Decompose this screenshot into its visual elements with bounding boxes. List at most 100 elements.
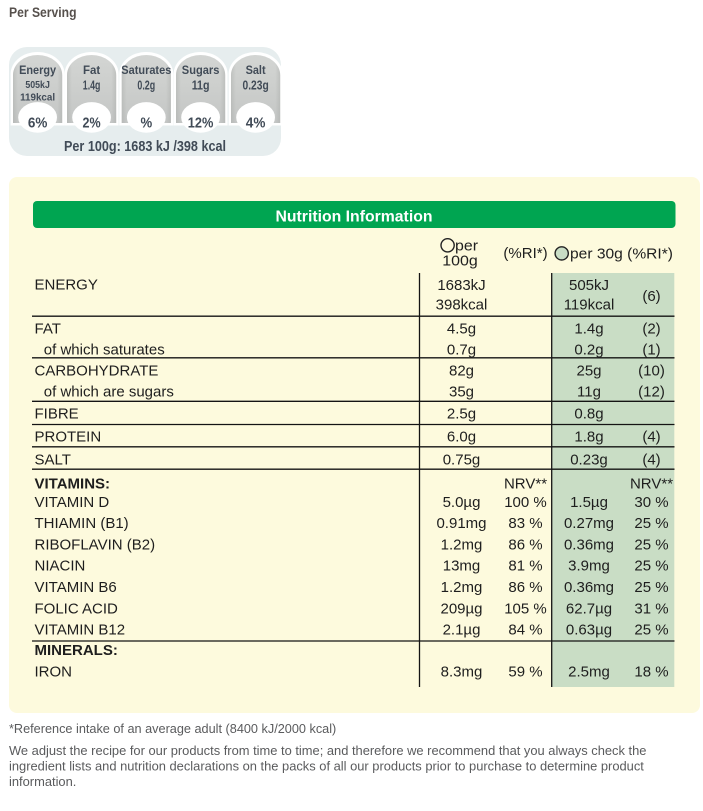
- svg-text:62.7µg: 62.7µg: [566, 600, 612, 617]
- svg-text:0.75g: 0.75g: [443, 452, 481, 469]
- svg-text:PROTEIN: PROTEIN: [35, 429, 102, 446]
- svg-text:0.23g: 0.23g: [570, 452, 608, 469]
- svg-text:86 %: 86 %: [508, 536, 542, 553]
- svg-text:1.4g: 1.4g: [574, 321, 603, 338]
- svg-text:information.: information.: [9, 774, 76, 789]
- svg-text:5.0µg: 5.0µg: [443, 494, 481, 511]
- svg-text:*Reference intake of an averag: *Reference intake of an average adult (8…: [9, 722, 336, 736]
- svg-text:(2): (2): [642, 321, 660, 338]
- svg-text:1683kJ: 1683kJ: [437, 277, 485, 294]
- svg-text:25 %: 25 %: [634, 558, 668, 575]
- svg-text:Energy: Energy: [19, 65, 57, 77]
- svg-text:%: %: [140, 115, 152, 132]
- svg-text:FOLIC ACID: FOLIC ACID: [35, 600, 119, 617]
- svg-text:81 %: 81 %: [508, 558, 542, 575]
- svg-text:FIBRE: FIBRE: [35, 406, 79, 423]
- svg-text:12%: 12%: [188, 115, 214, 132]
- svg-text:18 %: 18 %: [634, 664, 668, 681]
- svg-text:(%RI*): (%RI*): [503, 245, 547, 262]
- svg-text:NRV**: NRV**: [630, 475, 673, 492]
- svg-text:We adjust the recipe for our p: We adjust the recipe for our products fr…: [9, 743, 646, 758]
- svg-text:(4): (4): [642, 452, 660, 469]
- svg-text:(1): (1): [642, 341, 660, 358]
- svg-text:13mg: 13mg: [443, 558, 481, 575]
- svg-text:6%: 6%: [28, 115, 48, 132]
- svg-text:505kJ: 505kJ: [569, 277, 609, 294]
- svg-text:VITAMIN B6: VITAMIN B6: [35, 579, 117, 596]
- svg-text:2.5mg: 2.5mg: [568, 664, 610, 681]
- svg-text:398kcal: 398kcal: [436, 296, 488, 313]
- svg-text:of which are sugars: of which are sugars: [44, 383, 174, 400]
- svg-text:(4): (4): [642, 429, 660, 446]
- svg-text:NRV**: NRV**: [504, 475, 547, 492]
- svg-text:11g: 11g: [192, 79, 210, 93]
- svg-text:(6): (6): [642, 288, 660, 305]
- svg-text:0.23g: 0.23g: [243, 79, 269, 93]
- svg-text:119kcal: 119kcal: [20, 92, 55, 103]
- svg-text:8.3mg: 8.3mg: [441, 664, 483, 681]
- svg-text:25 %: 25 %: [634, 536, 668, 553]
- svg-text:0.7g: 0.7g: [447, 341, 476, 358]
- svg-text:25 %: 25 %: [634, 622, 668, 639]
- svg-text:4%: 4%: [246, 115, 266, 132]
- svg-text:2.5g: 2.5g: [447, 406, 476, 423]
- svg-text:35g: 35g: [449, 383, 474, 400]
- svg-text:per: per: [455, 238, 478, 255]
- svg-text:0.27mg: 0.27mg: [564, 515, 614, 532]
- svg-text:0.36mg: 0.36mg: [564, 536, 614, 553]
- svg-text:82g: 82g: [449, 363, 474, 380]
- svg-text:(12): (12): [638, 383, 665, 400]
- svg-text:25 %: 25 %: [634, 579, 668, 596]
- svg-text:84 %: 84 %: [508, 622, 542, 639]
- svg-text:ingredient lists and nutrition: ingredient lists and nutrition declarati…: [9, 759, 644, 774]
- svg-text:FAT: FAT: [35, 321, 61, 338]
- svg-text:Salt: Salt: [246, 65, 266, 77]
- svg-text:4.5g: 4.5g: [447, 321, 476, 338]
- svg-text:VITAMINS:: VITAMINS:: [35, 475, 111, 492]
- svg-text:of which saturates: of which saturates: [44, 341, 165, 358]
- svg-text:0.8g: 0.8g: [574, 406, 603, 423]
- svg-text:Saturates: Saturates: [121, 65, 171, 77]
- svg-text:Nutrition Information: Nutrition Information: [276, 209, 433, 226]
- svg-text:MINERALS:: MINERALS:: [35, 642, 118, 659]
- svg-text:(10): (10): [638, 363, 665, 380]
- svg-text:100 %: 100 %: [504, 494, 547, 511]
- svg-text:0.91mg: 0.91mg: [436, 515, 486, 532]
- svg-text:0.2g: 0.2g: [137, 79, 155, 93]
- svg-text:1.8g: 1.8g: [574, 429, 603, 446]
- svg-text:119kcal: 119kcal: [564, 296, 615, 313]
- svg-text:0.2g: 0.2g: [574, 341, 603, 358]
- svg-text:100g: 100g: [442, 253, 478, 270]
- svg-text:1.5µg: 1.5µg: [570, 494, 608, 511]
- svg-text:83 %: 83 %: [508, 515, 542, 532]
- svg-text:3.9mg: 3.9mg: [568, 558, 610, 575]
- svg-text:105 %: 105 %: [504, 600, 547, 617]
- svg-text:1.2mg: 1.2mg: [441, 536, 483, 553]
- svg-text:Fat: Fat: [83, 65, 100, 77]
- svg-text:6.0g: 6.0g: [447, 429, 476, 446]
- svg-text:Sugars: Sugars: [182, 65, 220, 77]
- svg-text:2%: 2%: [83, 115, 101, 132]
- svg-text:2.1µg: 2.1µg: [443, 622, 481, 639]
- svg-text:505kJ: 505kJ: [25, 80, 50, 91]
- svg-text:209µg: 209µg: [440, 600, 482, 617]
- svg-text:ENERGY: ENERGY: [35, 277, 98, 294]
- svg-text:THIAMIN (B1): THIAMIN (B1): [35, 515, 129, 532]
- svg-text:Per Serving: Per Serving: [9, 5, 77, 20]
- svg-text:1.4g: 1.4g: [83, 79, 101, 93]
- svg-text:11g: 11g: [577, 383, 601, 400]
- svg-text:IRON: IRON: [35, 664, 73, 681]
- svg-text:1.2mg: 1.2mg: [441, 579, 483, 596]
- svg-text:59 %: 59 %: [508, 664, 542, 681]
- svg-text:NIACIN: NIACIN: [35, 558, 86, 575]
- svg-text:VITAMIN B12: VITAMIN B12: [35, 622, 126, 639]
- svg-text:25g: 25g: [576, 363, 601, 380]
- svg-text:RIBOFLAVIN (B2): RIBOFLAVIN (B2): [35, 536, 156, 553]
- svg-text:0.36mg: 0.36mg: [564, 579, 614, 596]
- svg-text:VITAMIN D: VITAMIN D: [35, 494, 110, 511]
- svg-text:Per 100g: 1683 kJ /398 kcal: Per 100g: 1683 kJ /398 kcal: [64, 139, 226, 155]
- svg-text:per 30g (%RI*): per 30g (%RI*): [570, 246, 673, 263]
- svg-text:CARBOHYDRATE: CARBOHYDRATE: [35, 363, 159, 380]
- svg-text:31 %: 31 %: [634, 600, 668, 617]
- svg-text:SALT: SALT: [35, 452, 71, 469]
